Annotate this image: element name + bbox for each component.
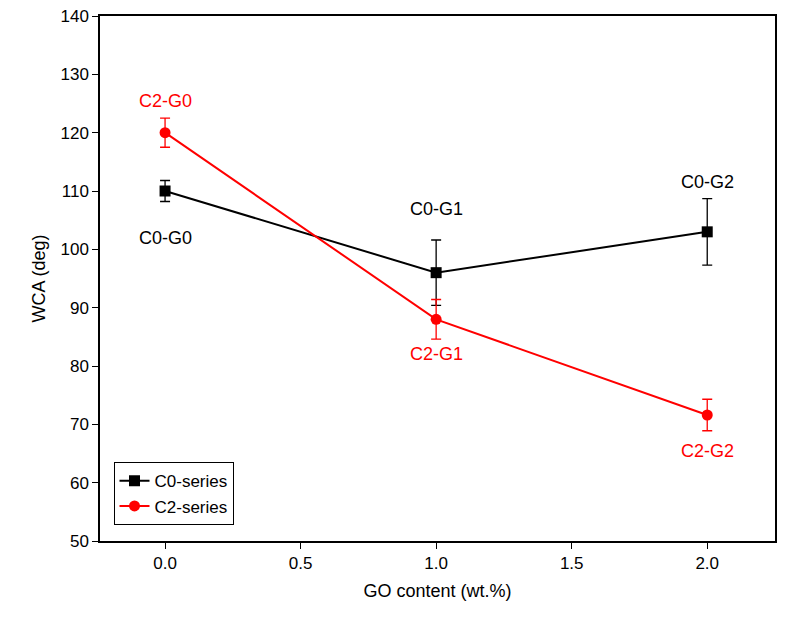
svg-text:60: 60 bbox=[70, 474, 89, 493]
svg-text:0.0: 0.0 bbox=[153, 554, 177, 573]
svg-text:70: 70 bbox=[70, 415, 89, 434]
svg-text:110: 110 bbox=[62, 182, 89, 201]
svg-text:130: 130 bbox=[60, 65, 88, 84]
svg-text:C2-G2: C2-G2 bbox=[681, 441, 734, 461]
svg-text:C0-series: C0-series bbox=[155, 472, 228, 491]
svg-text:100: 100 bbox=[60, 240, 88, 259]
svg-text:C2-G0: C2-G0 bbox=[139, 91, 192, 111]
svg-text:140: 140 bbox=[60, 7, 88, 26]
svg-text:2.0: 2.0 bbox=[695, 554, 719, 573]
svg-text:C0-G0: C0-G0 bbox=[139, 228, 192, 248]
svg-text:120: 120 bbox=[60, 124, 88, 143]
svg-text:C0-G1: C0-G1 bbox=[410, 199, 463, 219]
svg-text:C2-G1: C2-G1 bbox=[410, 344, 463, 364]
svg-text:WCA (deg): WCA (deg) bbox=[29, 234, 49, 322]
svg-text:50: 50 bbox=[70, 532, 89, 551]
svg-text:1.0: 1.0 bbox=[424, 554, 448, 573]
svg-text:C2-series: C2-series bbox=[155, 498, 228, 517]
svg-text:C0-G2: C0-G2 bbox=[681, 172, 734, 192]
svg-text:0.5: 0.5 bbox=[289, 554, 313, 573]
svg-text:80: 80 bbox=[70, 357, 89, 376]
svg-text:GO content (wt.%): GO content (wt.%) bbox=[363, 581, 511, 601]
svg-text:1.5: 1.5 bbox=[560, 554, 584, 573]
svg-text:90: 90 bbox=[70, 299, 89, 318]
